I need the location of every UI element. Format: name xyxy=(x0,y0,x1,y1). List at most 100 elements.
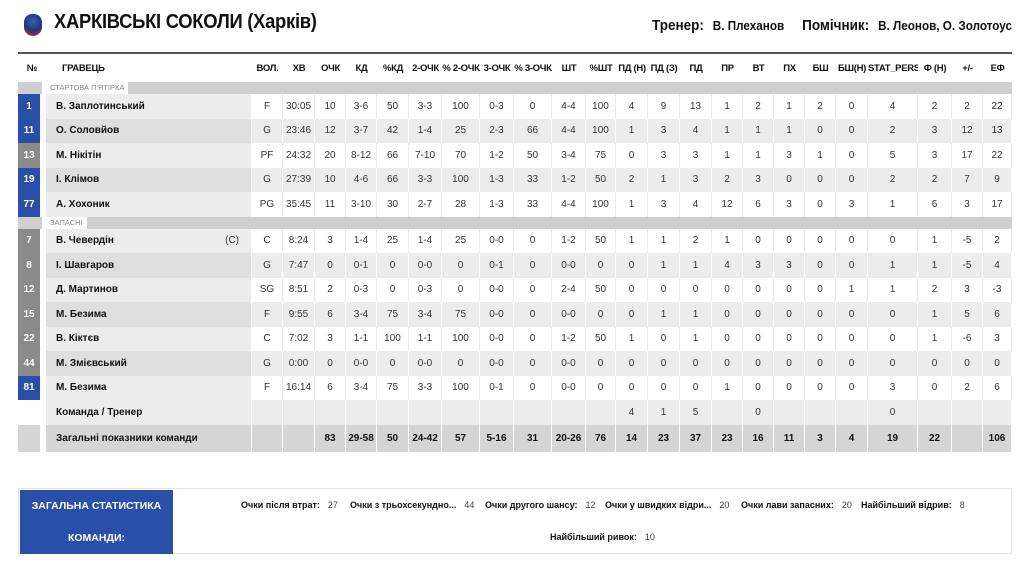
stat-cell: 1 xyxy=(868,277,918,302)
player-name-cell[interactable]: М. Безима xyxy=(46,375,252,400)
player-name[interactable]: І. Клімов xyxy=(56,174,100,186)
stat-cell: 0 xyxy=(805,326,836,351)
stat-cell: 0-3 xyxy=(409,277,442,302)
player-name[interactable]: Д. Мартинов xyxy=(56,284,119,296)
column-header[interactable]: Ф (Н) xyxy=(918,52,952,82)
column-header[interactable]: % 3-ОЧК xyxy=(514,52,552,82)
player-name[interactable]: В. Чевердін xyxy=(56,235,114,247)
player-name[interactable]: М. Безима xyxy=(56,308,107,320)
column-header[interactable]: ПД (Н) xyxy=(616,52,648,82)
player-name[interactable]: М. Безима xyxy=(56,382,107,394)
stat-cell: 0 xyxy=(774,351,805,376)
player-name-cell[interactable]: М. Змієвський xyxy=(46,351,252,376)
player-name-cell[interactable]: М. Безима xyxy=(46,302,252,327)
stat-cell: 2 xyxy=(918,167,952,192)
player-name-cell[interactable]: І. Шавгаров xyxy=(46,253,252,278)
section-bar xyxy=(18,82,46,94)
stat-cell: 1-2 xyxy=(552,326,586,351)
player-name-cell[interactable]: А. Хохоник xyxy=(46,192,252,217)
player-name-cell[interactable]: Д. Мартинов xyxy=(46,277,252,302)
player-name-cell[interactable]: В. Заплотинський xyxy=(46,94,252,119)
column-header[interactable]: ХВ xyxy=(283,52,315,82)
stat-cell: 1-4 xyxy=(346,228,377,253)
column-header[interactable]: КД xyxy=(346,52,377,82)
player-row[interactable]: 19 І. Клімов G 27:39 10 4-6 66 3-3 100 1-3 33 1-2 50… xyxy=(18,167,1012,192)
player-row[interactable]: 1 В. Заплотинський F 30:05 10 3-6 50 3-3 100 0-3 0… xyxy=(18,94,1012,119)
stat-cell: 1 xyxy=(616,228,648,253)
column-header[interactable]: ПР xyxy=(712,52,743,82)
player-row[interactable]: 13 М. Нікітін PF 24:32 20 8-12 66 7-10 70 1-2 50 3-… xyxy=(18,143,1012,168)
stat-cell: 27:39 xyxy=(283,167,315,192)
column-header[interactable]: ОЧК xyxy=(315,52,346,82)
player-row[interactable]: 7 В. Чевердін (C) C 8:24 3 1-4 25 1-4 25 0-0 0 1-2 50… xyxy=(18,228,1012,253)
stat-cell: 50 xyxy=(377,94,409,119)
player-row[interactable]: 8 І. Шавгаров G 7:47 0 0-1 0 0-0 0 0-1 0 0-0 0 0 1 1 4 3 3… xyxy=(18,253,1012,278)
player-name-cell[interactable]: В. Чевердін (C) xyxy=(46,228,252,253)
player-name-cell[interactable]: І. Клімов xyxy=(46,167,252,192)
column-header[interactable]: ПХ xyxy=(774,52,805,82)
column-header[interactable]: БШ xyxy=(805,52,836,82)
player-name[interactable]: М. Змієвський xyxy=(56,357,127,369)
stat-cell: 22 xyxy=(983,94,1012,119)
column-header[interactable]: 2-ОЧК xyxy=(409,52,442,82)
stat-cell: 0 xyxy=(616,351,648,376)
jersey-number: 7 xyxy=(18,228,46,253)
player-name[interactable]: А. Хохоник xyxy=(56,198,110,210)
stat-cell xyxy=(283,424,315,452)
player-name-cell[interactable]: М. Нікітін xyxy=(46,143,252,168)
player-name[interactable]: В. Кіктєв xyxy=(56,333,100,345)
column-header[interactable]: ГРАВЕЦЬ xyxy=(46,52,252,82)
stat-cell: 76 xyxy=(586,424,616,452)
player-row[interactable]: 77 А. Хохоник PG 35:45 11 3-10 30 2-7 28 1-3 33 4-4… xyxy=(18,192,1012,217)
column-header[interactable]: STAT_PERS... xyxy=(868,52,918,82)
column-header[interactable]: ПД xyxy=(680,52,712,82)
column-header[interactable]: БШ(Н) xyxy=(836,52,868,82)
stat-cell: C xyxy=(252,326,283,351)
summary-item-points-off-turnovers: Очки після втрат: 27 xyxy=(241,500,338,510)
stat-cell: 3-3 xyxy=(409,167,442,192)
stat-cell: 1-4 xyxy=(409,228,442,253)
player-row[interactable]: 12 Д. Мартинов SG 8:51 2 0-3 0 0-3 0 0-0 0 2-4 50 0 0 0… xyxy=(18,277,1012,302)
player-name-cell[interactable]: В. Кіктєв xyxy=(46,326,252,351)
player-name[interactable]: О. Соловйов xyxy=(56,125,120,137)
column-header[interactable]: ШТ xyxy=(552,52,586,82)
player-row[interactable]: 11 О. Соловйов G 23:46 12 3-7 42 1-4 25 2-3 66 4-4 1… xyxy=(18,118,1012,143)
stat-cell: 50 xyxy=(514,143,552,168)
player-name[interactable]: М. Нікітін xyxy=(56,149,102,161)
column-header[interactable]: %ШТ xyxy=(586,52,616,82)
captain-badge: (C) xyxy=(225,234,239,246)
stat-cell: 20 xyxy=(315,143,346,168)
stat-cell: 1 xyxy=(712,143,743,168)
stat-cell: 1 xyxy=(868,253,918,278)
player-row[interactable]: 81 М. Безима F 16:14 6 3-4 75 3-3 100 0-1 0 0-0 0 0 0 0… xyxy=(18,375,1012,400)
stat-cell: 0 xyxy=(514,228,552,253)
summary-title-line2: КОМАНДИ: xyxy=(67,532,125,544)
player-name-cell[interactable]: О. Соловйов xyxy=(46,118,252,143)
stat-cell: G xyxy=(252,167,283,192)
stat-cell: 25 xyxy=(377,228,409,253)
column-header[interactable]: ВТ xyxy=(743,52,774,82)
column-header[interactable]: № xyxy=(18,52,46,82)
player-row[interactable]: 22 В. Кіктєв C 7:02 3 1-1 100 1-1 100 0-0 0 1-2 50 1 0… xyxy=(18,326,1012,351)
column-header[interactable]: % 2-ОЧК xyxy=(442,52,480,82)
column-header[interactable]: 3-ОЧК xyxy=(480,52,514,82)
stat-cell: 3 xyxy=(680,143,712,168)
player-row[interactable]: 44 М. Змієвський G 0:00 0 0-0 0 0-0 0 0-0 0 0-0 0 0 0 0… xyxy=(18,351,1012,376)
stat-cell: 0 xyxy=(743,302,774,327)
player-name[interactable]: В. Заплотинський xyxy=(56,100,145,112)
assistant-label: Помічник: xyxy=(802,17,870,34)
stat-cell: 0 xyxy=(836,167,868,192)
column-header[interactable]: ЕФ xyxy=(983,52,1012,82)
stat-cell xyxy=(442,400,480,425)
column-header[interactable]: ВОЛ. xyxy=(252,52,283,82)
column-header[interactable]: %КД xyxy=(377,52,409,82)
player-name[interactable]: І. Шавгаров xyxy=(56,259,115,271)
column-header[interactable]: ПД (З) xyxy=(648,52,680,82)
stat-cell xyxy=(983,400,1012,425)
stat-cell: 0 xyxy=(774,375,805,400)
stat-cell: 1 xyxy=(680,302,712,327)
stat-cell: 0-1 xyxy=(480,253,514,278)
stat-cell: 1 xyxy=(616,326,648,351)
player-row[interactable]: 15 М. Безима F 9:55 6 3-4 75 3-4 75 0-0 0 0-0 0 0 1 1 0 0… xyxy=(18,302,1012,327)
column-header[interactable]: +/- xyxy=(952,52,983,82)
